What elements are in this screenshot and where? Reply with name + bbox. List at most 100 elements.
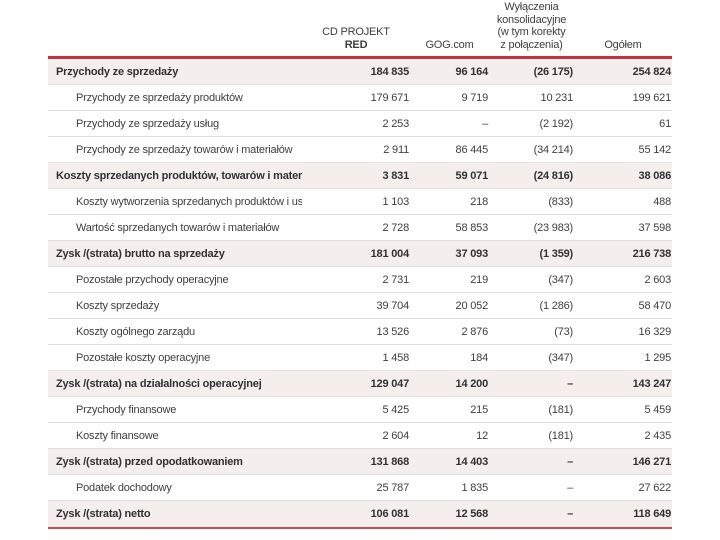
cell-gog: 96 164 <box>455 65 489 78</box>
row-label: Podatek dochodowy <box>76 481 172 494</box>
table-row: Zysk /(strata) brutto na sprzedaży 181 0… <box>48 241 672 267</box>
cell-gog: 14 200 <box>455 377 489 390</box>
row-label: Przychody ze sprzedaży produktów <box>76 91 243 104</box>
table-row: Przychody ze sprzedaży 184 835 96 164 (2… <box>48 59 672 85</box>
header-label-spacer <box>48 51 302 56</box>
row-label: Koszty sprzedanych produktów, towarów i … <box>56 169 302 182</box>
cell-cdprojekt-red: 13 526 <box>376 325 410 338</box>
cell-cdprojekt-red: 2 728 <box>382 221 409 234</box>
column-header-ogolem: Ogółem <box>574 39 672 57</box>
header-line: Ogółem <box>604 38 642 51</box>
table-row: Zysk /(strata) przed opodatkowaniem 131 … <box>48 449 672 475</box>
cell-cdprojekt-red: 2 911 <box>383 143 409 156</box>
cell-gog: 184 <box>470 351 488 364</box>
table-body: Przychody ze sprzedaży 184 835 96 164 (2… <box>48 59 672 527</box>
column-header-cdprojekt-red: CD PROJEKT RED <box>302 26 410 56</box>
segment-income-table: CD PROJEKT RED GOG.com Wyłączenia konsol… <box>48 1 672 529</box>
cell-wylaczenia: (1 286) <box>539 299 574 312</box>
cell-wylaczenia: (347) <box>548 273 573 286</box>
cell-wylaczenia: (181) <box>548 403 573 416</box>
cell-gog: 12 <box>476 429 488 442</box>
cell-wylaczenia: (2 192) <box>539 117 574 130</box>
row-label: Przychody ze sprzedaży usług <box>76 117 219 130</box>
cell-ogolem: 2 435 <box>644 429 671 442</box>
cell-cdprojekt-red: 129 047 <box>370 377 410 390</box>
cell-cdprojekt-red: 106 081 <box>370 508 410 520</box>
table-row: Koszty sprzedanych produktów, towarów i … <box>48 163 672 189</box>
row-label: Przychody ze sprzedaży towarów i materia… <box>76 143 293 156</box>
cell-cdprojekt-red: 3 831 <box>382 169 409 182</box>
cell-ogolem: 16 329 <box>638 325 672 338</box>
cell-gog: 86 445 <box>455 143 489 156</box>
row-label: Zysk /(strata) na działalności operacyjn… <box>56 377 262 390</box>
cell-cdprojekt-red: 39 704 <box>376 299 410 312</box>
table-row: Koszty finansowe 2 604 12 (181) 2 435 <box>48 423 672 449</box>
table-row: Koszty ogólnego zarządu 13 526 2 876 (73… <box>48 319 672 345</box>
header-line: konsolidacyjne <box>496 13 567 26</box>
cell-gog: 2 876 <box>461 325 488 338</box>
cell-wylaczenia: (73) <box>554 325 573 338</box>
cell-ogolem: 38 086 <box>638 169 672 182</box>
cell-gog: 59 071 <box>455 169 489 182</box>
header-line: z połączenia) <box>500 38 563 51</box>
cell-gog: 12 568 <box>455 508 489 520</box>
header-line: Wyłączenia <box>504 1 559 13</box>
table-row: Zysk /(strata) na działalności operacyjn… <box>48 371 672 397</box>
cell-ogolem: 118 649 <box>633 508 671 520</box>
cell-ogolem: 58 470 <box>638 299 672 312</box>
cell-cdprojekt-red: 184 835 <box>370 65 410 78</box>
column-header-gog: GOG.com <box>410 39 489 57</box>
cell-ogolem: 143 247 <box>632 377 672 390</box>
row-label: Koszty ogólnego zarządu <box>76 325 195 338</box>
cell-wylaczenia: (23 983) <box>533 221 574 234</box>
cell-wylaczenia: (26 175) <box>533 65 574 78</box>
table-row: Przychody ze sprzedaży towarów i materia… <box>48 137 672 163</box>
cell-ogolem: 216 738 <box>632 247 672 260</box>
cell-ogolem: 254 824 <box>632 65 672 78</box>
cell-gog: 58 853 <box>455 221 489 234</box>
cell-wylaczenia: – <box>567 455 573 468</box>
cell-cdprojekt-red: 5 425 <box>382 403 409 416</box>
cell-ogolem: 27 622 <box>638 481 672 494</box>
header-divider-red-line <box>48 56 672 59</box>
row-label: Pozostałe przychody operacyjne <box>76 273 229 286</box>
cell-cdprojekt-red: 181 004 <box>370 247 410 260</box>
cell-wylaczenia: (24 816) <box>533 169 574 182</box>
table-row: Pozostałe koszty operacyjne 1 458 184 (3… <box>48 345 672 371</box>
table-bottom-red-line <box>48 527 672 529</box>
cell-ogolem: 1 295 <box>644 351 671 364</box>
cell-ogolem: 37 598 <box>638 221 672 234</box>
table-row: Zysk /(strata) netto 106 081 12 568 – 11… <box>48 501 672 527</box>
cell-cdprojekt-red: 2 731 <box>382 273 409 286</box>
row-label: Zysk /(strata) netto <box>56 508 151 520</box>
cell-gog: – <box>482 117 488 130</box>
row-label: Koszty sprzedaży <box>76 299 160 312</box>
cell-ogolem: 199 621 <box>632 91 672 104</box>
table-row: Koszty wytworzenia sprzedanych produktów… <box>48 189 672 215</box>
cell-gog: 14 403 <box>455 455 489 468</box>
header-line: CD PROJEKT <box>322 26 390 38</box>
cell-gog: 20 052 <box>455 299 489 312</box>
header-line: (w tym korekty <box>497 26 566 38</box>
row-label: Pozostałe koszty operacyjne <box>76 351 211 364</box>
table-row: Przychody finansowe 5 425 215 (181) 5 45… <box>48 397 672 423</box>
table-row: Podatek dochodowy 25 787 1 835 – 27 622 <box>48 475 672 501</box>
row-label: Koszty wytworzenia sprzedanych produktów… <box>76 195 302 208</box>
table-row: Przychody ze sprzedaży produktów 179 671… <box>48 85 672 111</box>
cell-ogolem: 146 271 <box>632 455 672 468</box>
header-line: GOG.com <box>425 38 474 51</box>
cell-cdprojekt-red: 1 458 <box>382 351 409 364</box>
cell-gog: 219 <box>470 273 488 286</box>
cell-cdprojekt-red: 2 253 <box>382 117 409 130</box>
cell-gog: 37 093 <box>455 247 489 260</box>
cell-ogolem: 2 603 <box>644 273 671 286</box>
cell-wylaczenia: (1 359) <box>539 247 574 260</box>
row-label: Przychody finansowe <box>76 403 177 416</box>
row-label: Wartość sprzedanych towarów i materiałów <box>76 221 280 234</box>
header-line: RED <box>344 38 368 51</box>
row-label: Przychody ze sprzedaży <box>56 65 179 78</box>
table-row: Koszty sprzedaży 39 704 20 052 (1 286) 5… <box>48 293 672 319</box>
table-header-row: CD PROJEKT RED GOG.com Wyłączenia konsol… <box>48 1 672 57</box>
cell-wylaczenia: (34 214) <box>533 143 574 156</box>
